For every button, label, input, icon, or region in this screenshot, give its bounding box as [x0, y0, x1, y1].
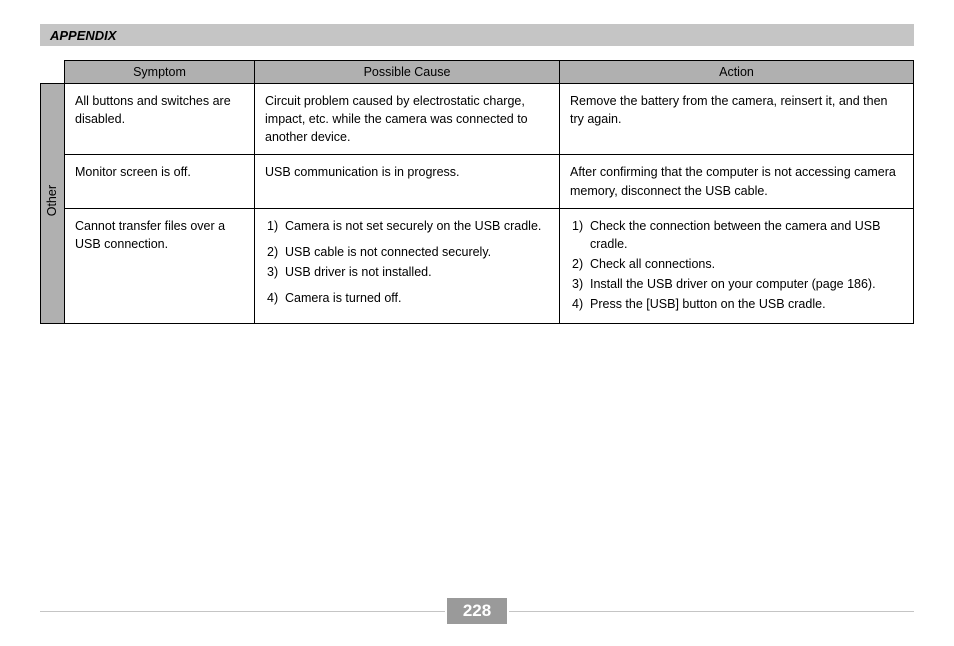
section-header: APPENDIX	[40, 24, 914, 46]
table-row: Cannot transfer files over a USB connect…	[41, 208, 914, 324]
cause-item: USB cable is not connected securely.	[285, 243, 549, 261]
troubleshoot-table: Symptom Possible Cause Action Other All …	[40, 60, 914, 324]
cause-item: Camera is turned off.	[285, 289, 549, 307]
page-footer: 228	[40, 598, 914, 624]
footer-rule-left	[40, 611, 445, 612]
section-title: APPENDIX	[50, 28, 116, 43]
action-item: Check all connections.	[590, 255, 903, 273]
cell-symptom: Cannot transfer files over a USB connect…	[65, 208, 255, 324]
footer-rule-right	[509, 611, 914, 612]
table-row: Other All buttons and switches are disab…	[41, 84, 914, 155]
cell-action: After confirming that the computer is no…	[560, 155, 914, 208]
cause-item: USB driver is not installed.	[285, 263, 549, 281]
cell-action: Remove the battery from the camera, rein…	[560, 84, 914, 155]
cell-cause: USB communication is in progress.	[255, 155, 560, 208]
cell-symptom: All buttons and switches are disabled.	[65, 84, 255, 155]
cell-cause: 1)Camera is not set securely on the USB …	[255, 208, 560, 324]
cell-action: 1)Check the connection between the camer…	[560, 208, 914, 324]
action-item: Press the [USB] button on the USB cradle…	[590, 295, 903, 313]
row-group-label: Other	[43, 185, 61, 216]
action-item: Install the USB driver on your computer …	[590, 275, 903, 293]
cell-symptom: Monitor screen is off.	[65, 155, 255, 208]
table-row: Monitor screen is off. USB communication…	[41, 155, 914, 208]
col-cause: Possible Cause	[255, 61, 560, 84]
action-item: Check the connection between the camera …	[590, 217, 903, 253]
row-group-cell: Other	[41, 84, 65, 324]
cell-cause: Circuit problem caused by electrostatic …	[255, 84, 560, 155]
cause-item: Camera is not set securely on the USB cr…	[285, 217, 549, 235]
table-head-row: Symptom Possible Cause Action	[41, 61, 914, 84]
col-action: Action	[560, 61, 914, 84]
col-symptom: Symptom	[65, 61, 255, 84]
page-number: 228	[447, 598, 507, 624]
table-corner	[41, 61, 65, 84]
